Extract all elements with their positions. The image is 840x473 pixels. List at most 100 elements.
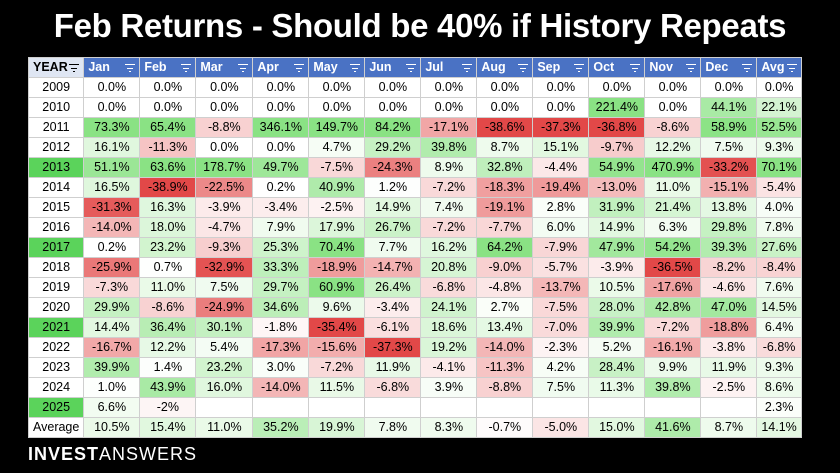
- value-cell: 7.9%: [252, 217, 310, 238]
- value-cell: -8.6%: [644, 117, 702, 138]
- value-cell: 7.8%: [364, 417, 422, 438]
- filter-icon[interactable]: [125, 63, 136, 72]
- filter-icon[interactable]: [294, 63, 305, 72]
- value-cell: -18.9%: [308, 257, 366, 278]
- filter-icon[interactable]: [630, 63, 641, 72]
- value-cell: 64.2%: [476, 237, 534, 258]
- value-cell: 39.8%: [420, 137, 478, 158]
- column-header-may[interactable]: May: [308, 57, 366, 78]
- value-cell: -1.8%: [252, 317, 310, 338]
- value-cell: -6.8%: [756, 337, 802, 358]
- column-header-aug[interactable]: Aug: [476, 57, 534, 78]
- year-cell: 2011: [27, 117, 85, 138]
- value-cell: 6.0%: [532, 217, 590, 238]
- value-cell: 11.9%: [700, 357, 758, 378]
- filter-icon[interactable]: [786, 63, 797, 72]
- value-cell: 44.1%: [700, 97, 758, 118]
- value-cell: -17.6%: [644, 277, 702, 298]
- value-cell: -5.0%: [532, 417, 590, 438]
- value-cell: 9.3%: [756, 137, 802, 158]
- value-cell: 8.3%: [420, 417, 478, 438]
- value-cell: 20.8%: [420, 257, 478, 278]
- value-cell: -7.3%: [83, 277, 141, 298]
- value-cell: 7.5%: [195, 277, 254, 298]
- value-cell: 0.0%: [476, 77, 534, 98]
- value-cell: -36.5%: [644, 257, 702, 278]
- value-cell: -7.2%: [420, 177, 478, 198]
- year-cell: 2025: [27, 397, 85, 418]
- filter-icon[interactable]: [69, 63, 80, 72]
- value-cell: -37.3%: [532, 117, 590, 138]
- column-header-avg[interactable]: Avg: [756, 57, 802, 78]
- value-cell: 1.2%: [364, 177, 422, 198]
- value-cell: 40.9%: [308, 177, 366, 198]
- column-header-nov[interactable]: Nov: [644, 57, 702, 78]
- value-cell: 7.5%: [532, 377, 590, 398]
- value-cell: 54.9%: [588, 157, 646, 178]
- value-cell: 16.5%: [83, 177, 141, 198]
- value-cell: 0.0%: [83, 77, 141, 98]
- value-cell: 16.2%: [420, 237, 478, 258]
- value-cell: 18.6%: [420, 317, 478, 338]
- column-label: Apr: [257, 60, 279, 74]
- filter-icon[interactable]: [181, 63, 192, 72]
- value-cell: 14.9%: [588, 217, 646, 238]
- value-cell: 11.0%: [644, 177, 702, 198]
- value-cell: [588, 397, 646, 418]
- value-cell: 16.3%: [139, 197, 197, 218]
- year-cell: 2021: [27, 317, 85, 338]
- column-label: Aug: [481, 60, 506, 74]
- filter-icon[interactable]: [238, 63, 249, 72]
- value-cell: 7.5%: [700, 137, 758, 158]
- value-cell: 30.1%: [195, 317, 254, 338]
- filter-icon[interactable]: [574, 63, 585, 72]
- column-header-sep[interactable]: Sep: [532, 57, 590, 78]
- value-cell: 17.9%: [308, 217, 366, 238]
- value-cell: 23.2%: [195, 357, 254, 378]
- value-cell: 11.3%: [588, 377, 646, 398]
- value-cell: 7.4%: [420, 197, 478, 218]
- column-header-year[interactable]: YEAR: [27, 57, 85, 78]
- value-cell: -13.7%: [532, 277, 590, 298]
- value-cell: 7.7%: [364, 237, 422, 258]
- value-cell: 14.1%: [756, 417, 802, 438]
- value-cell: 11.0%: [195, 417, 254, 438]
- value-cell: 4.7%: [308, 137, 366, 158]
- column-header-feb[interactable]: Feb: [139, 57, 197, 78]
- value-cell: -8.6%: [139, 297, 197, 318]
- filter-icon[interactable]: [742, 63, 753, 72]
- column-header-apr[interactable]: Apr: [252, 57, 310, 78]
- value-cell: 60.9%: [308, 277, 366, 298]
- column-header-dec[interactable]: Dec: [700, 57, 758, 78]
- value-cell: -35.4%: [308, 317, 366, 338]
- value-cell: 7.8%: [756, 217, 802, 238]
- table-row: 2011 73.3% 65.4% -8.8% 346.1% 149.7% 84.2% -17.…: [27, 117, 802, 138]
- column-header-jun[interactable]: Jun: [364, 57, 422, 78]
- filter-icon[interactable]: [406, 63, 417, 72]
- column-label: Jan: [88, 60, 110, 74]
- filter-icon[interactable]: [462, 63, 473, 72]
- filter-icon[interactable]: [350, 63, 361, 72]
- value-cell: 51.1%: [83, 157, 141, 178]
- filter-icon[interactable]: [518, 63, 529, 72]
- filter-icon[interactable]: [686, 63, 697, 72]
- value-cell: 70.4%: [308, 237, 366, 258]
- value-cell: 221.4%: [588, 97, 646, 118]
- table-row: 2018 -25.9% 0.7% -32.9% 33.3% -18.9% -14.7% 20.…: [27, 257, 802, 278]
- value-cell: 0.0%: [83, 97, 141, 118]
- column-header-jul[interactable]: Jul: [420, 57, 478, 78]
- value-cell: -8.8%: [476, 377, 534, 398]
- value-cell: -24.3%: [364, 157, 422, 178]
- value-cell: 0.0%: [195, 137, 254, 158]
- value-cell: 0.2%: [83, 237, 141, 258]
- column-header-mar[interactable]: Mar: [195, 57, 254, 78]
- value-cell: -38.6%: [476, 117, 534, 138]
- value-cell: 29.9%: [83, 297, 141, 318]
- value-cell: 0.0%: [644, 97, 702, 118]
- value-cell: 23.2%: [139, 237, 197, 258]
- value-cell: -14.0%: [476, 337, 534, 358]
- value-cell: 2.8%: [532, 197, 590, 218]
- value-cell: 8.6%: [756, 377, 802, 398]
- column-header-jan[interactable]: Jan: [83, 57, 141, 78]
- column-header-oct[interactable]: Oct: [588, 57, 646, 78]
